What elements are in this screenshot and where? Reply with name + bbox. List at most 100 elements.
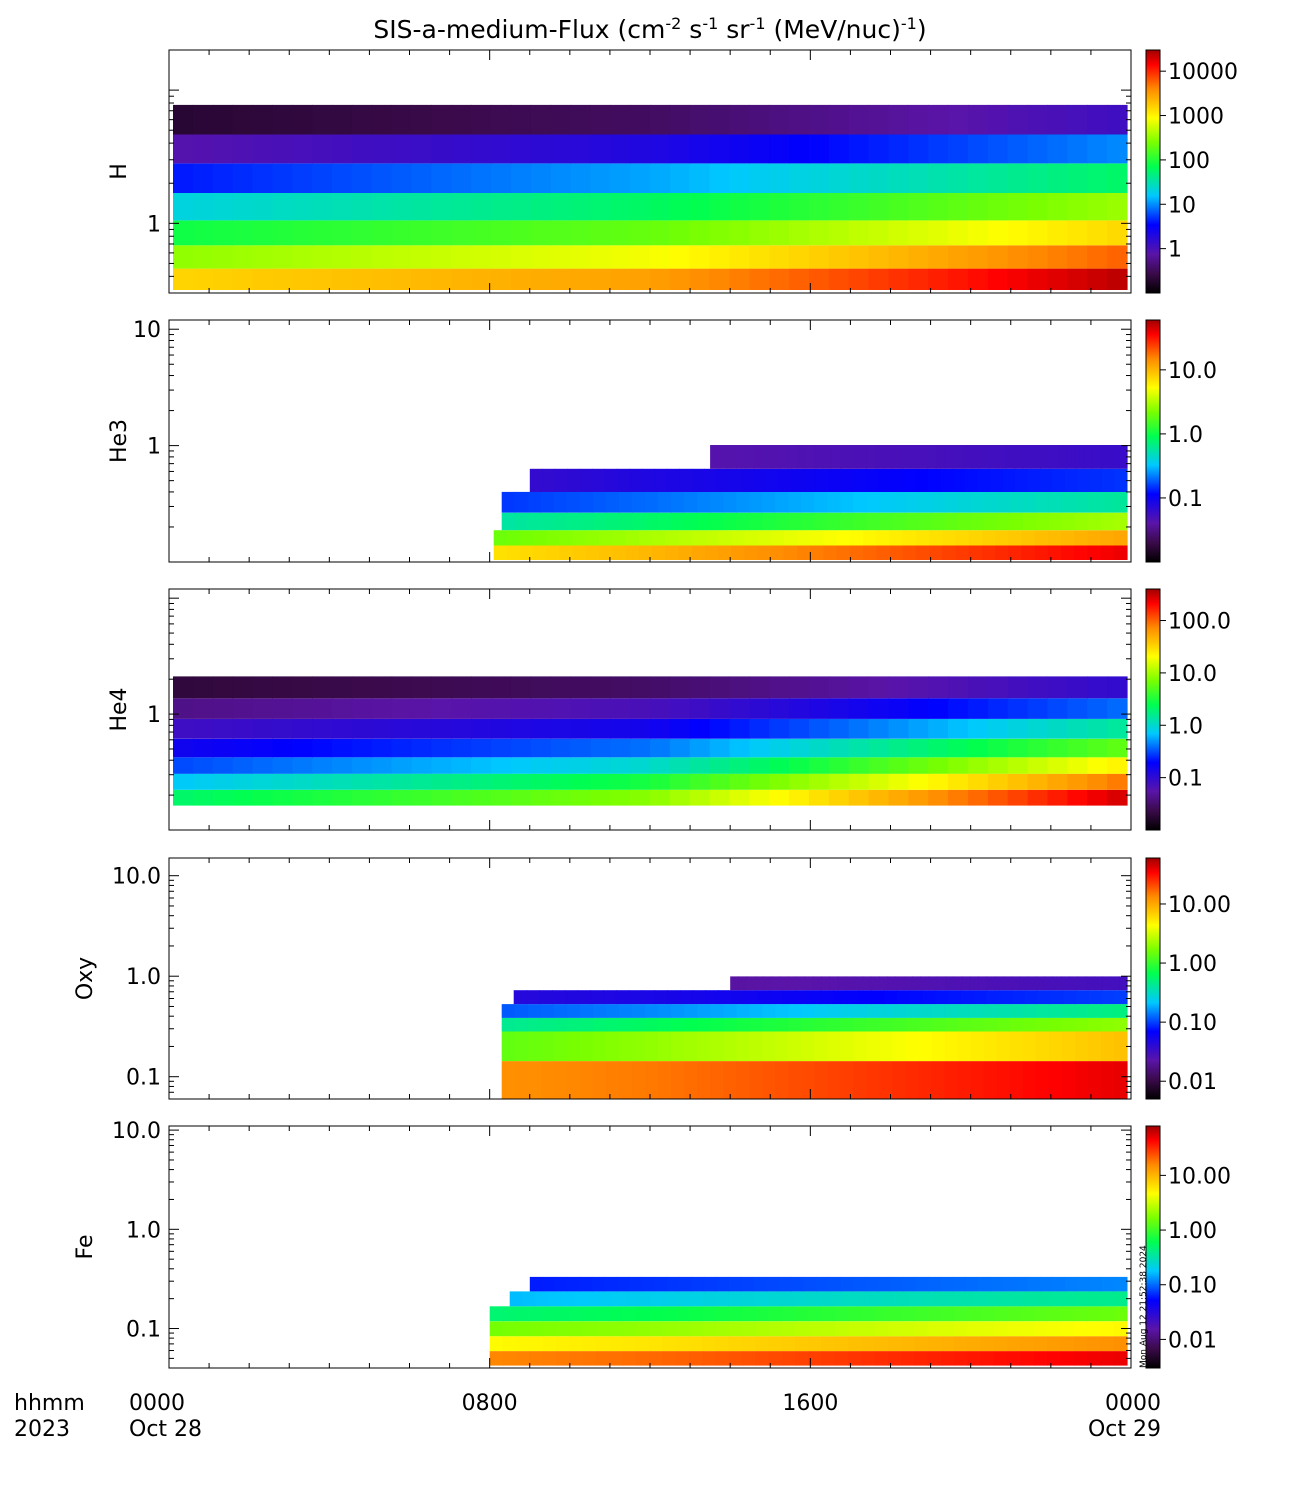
heatmap-cell bbox=[788, 1017, 802, 1032]
heatmap-cell bbox=[1024, 990, 1039, 1005]
heatmap-cell bbox=[272, 698, 293, 719]
heatmap-cell bbox=[1020, 1306, 1035, 1322]
heatmap-cell bbox=[1087, 268, 1108, 290]
heatmap-cell bbox=[569, 1336, 584, 1352]
heatmap-cell bbox=[312, 134, 333, 164]
y-tick-label: 1 bbox=[147, 435, 161, 460]
heatmap-cell bbox=[595, 1351, 610, 1366]
heatmap-cell bbox=[411, 220, 432, 246]
heatmap-cell bbox=[914, 1321, 929, 1337]
heatmap-cell bbox=[968, 268, 989, 290]
heatmap-cell bbox=[292, 718, 313, 739]
heatmap-cell bbox=[728, 1336, 743, 1352]
heatmap-cell bbox=[491, 738, 512, 758]
heatmap-cell bbox=[738, 976, 748, 991]
heatmap-cell bbox=[658, 1017, 672, 1032]
heatmap-cell bbox=[959, 1291, 974, 1307]
heatmap-cell bbox=[1088, 1291, 1102, 1307]
heatmap-cell bbox=[697, 1031, 711, 1062]
heatmap-cell bbox=[689, 676, 711, 699]
heatmap-cell bbox=[192, 104, 214, 135]
heatmap-cell bbox=[1007, 268, 1029, 290]
heatmap-cell bbox=[371, 134, 393, 164]
heatmap-cell bbox=[1021, 545, 1036, 560]
heatmap-cell bbox=[605, 491, 620, 513]
heatmap-cell bbox=[716, 1276, 730, 1292]
heatmap-cell bbox=[579, 1276, 593, 1292]
heatmap-cell bbox=[890, 468, 904, 492]
heatmap-cell bbox=[848, 163, 870, 193]
heatmap-cell bbox=[570, 698, 591, 719]
heatmap-cell bbox=[888, 1351, 902, 1366]
heatmap-cell bbox=[810, 545, 825, 560]
heatmap-cell bbox=[431, 245, 452, 269]
heatmap-cell bbox=[901, 445, 911, 469]
heatmap-cell bbox=[709, 163, 731, 193]
heatmap-cell bbox=[635, 1321, 650, 1337]
heatmap-cell bbox=[1067, 163, 1088, 193]
heatmap-cell bbox=[718, 990, 732, 1005]
heatmap-cell bbox=[762, 491, 776, 513]
heatmap-cell bbox=[630, 773, 651, 790]
heatmap-cell bbox=[590, 757, 611, 774]
heatmap-cell bbox=[1009, 1031, 1024, 1062]
heatmap-cell bbox=[688, 1306, 703, 1322]
heatmap-cell bbox=[650, 676, 671, 699]
heatmap-cell bbox=[595, 1336, 610, 1352]
heatmap-cell bbox=[994, 1306, 1009, 1322]
heatmap-cell bbox=[840, 1017, 854, 1032]
heatmap-cell bbox=[630, 268, 651, 290]
heatmap-cell bbox=[669, 718, 691, 739]
heatmap-cell bbox=[1024, 1291, 1038, 1307]
heatmap-cell bbox=[808, 1336, 823, 1352]
heatmap-cell bbox=[1031, 445, 1041, 469]
heatmap-cell bbox=[662, 1306, 677, 1322]
heatmap-cell bbox=[689, 134, 711, 164]
heatmap-cell bbox=[252, 676, 273, 699]
heatmap-cell bbox=[889, 530, 904, 546]
heatmap-cell bbox=[1057, 445, 1067, 469]
heatmap-cell bbox=[805, 445, 815, 469]
heatmap-cell bbox=[757, 545, 772, 560]
heatmap-cell bbox=[669, 163, 691, 193]
heatmap-cell bbox=[996, 1061, 1011, 1099]
heatmap-cell bbox=[757, 530, 772, 546]
heatmap-cell bbox=[610, 134, 631, 164]
heatmap-cell bbox=[569, 1321, 584, 1337]
x-tick-date-label: Oct 29 bbox=[1088, 1417, 1161, 1442]
heatmap-cell bbox=[723, 1031, 737, 1062]
heatmap-cell bbox=[948, 718, 969, 739]
heatmap-cell bbox=[292, 104, 313, 135]
heatmap-cell bbox=[709, 192, 731, 221]
heatmap-cell bbox=[451, 134, 472, 164]
heatmap-cell bbox=[192, 134, 214, 164]
heatmap-cell bbox=[542, 1276, 556, 1292]
heatmap-cell bbox=[977, 468, 991, 492]
heatmap-cell bbox=[1027, 268, 1049, 290]
heatmap-cell bbox=[762, 1061, 776, 1099]
heatmap-cell bbox=[332, 698, 353, 719]
heatmap-cell bbox=[795, 1321, 809, 1337]
heatmap-cell bbox=[1100, 1031, 1115, 1062]
heatmap-cell bbox=[1067, 738, 1088, 758]
heatmap-cell bbox=[1107, 268, 1128, 290]
heatmap-cell bbox=[569, 1351, 584, 1366]
heatmap-cell bbox=[809, 220, 830, 246]
heatmap-cell bbox=[675, 1351, 690, 1366]
heatmap-cell bbox=[942, 545, 957, 560]
heatmap-cell bbox=[530, 757, 552, 774]
heatmap-cell bbox=[888, 192, 909, 221]
heatmap-cell bbox=[630, 718, 651, 739]
heatmap-cell bbox=[411, 268, 432, 290]
heatmap-cell bbox=[987, 718, 1009, 739]
heatmap-cell bbox=[654, 468, 668, 492]
heatmap-cell bbox=[471, 738, 492, 758]
heatmap-cell bbox=[650, 104, 671, 135]
heatmap-cell bbox=[928, 757, 949, 774]
heatmap-cell bbox=[853, 1004, 867, 1018]
heatmap-cell bbox=[762, 1004, 776, 1018]
heatmap-cell bbox=[592, 1017, 607, 1032]
heatmap-cell bbox=[173, 104, 194, 135]
